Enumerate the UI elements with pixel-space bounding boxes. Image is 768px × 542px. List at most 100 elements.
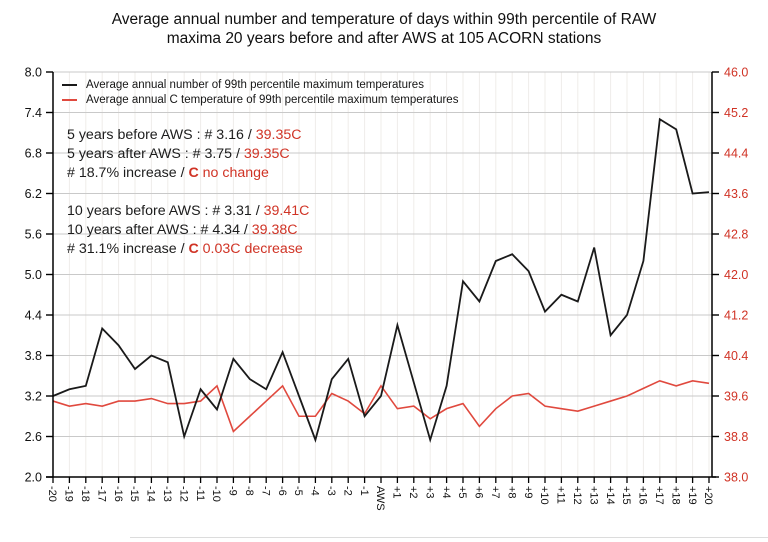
annotation-line: 5 years before AWS : # 3.16 / 39.35C	[67, 126, 302, 145]
stats-5yr-block: 5 years before AWS : # 3.16 / 39.35C 5 ye…	[67, 126, 302, 184]
series-line-temperature	[52, 379, 710, 433]
x-axis-label: +1	[391, 486, 403, 499]
x-axis-label: AWS	[374, 486, 386, 511]
annotation-text: 5 years after AWS : # 3.75 /	[67, 146, 244, 163]
x-axis-label: -9	[227, 486, 239, 496]
left-axis-label: 6.2	[25, 187, 42, 201]
annotation-text: # 31.1% increase /	[67, 241, 189, 258]
x-axis-label: -17	[95, 486, 107, 502]
left-axis-label: 2.6	[25, 430, 42, 444]
x-axis-label: -4	[309, 486, 321, 496]
x-axis-label: -14	[145, 486, 157, 502]
annotation-text-red: 0.03C decrease	[198, 241, 303, 258]
x-axis-label: +5	[456, 486, 468, 499]
x-axis-label: -16	[112, 486, 124, 502]
annotation-text-red: 39.35C	[255, 127, 302, 143]
annotation-text: 5 years before AWS : # 3.16 /	[67, 127, 256, 143]
x-axis-label: +11	[555, 486, 567, 504]
x-axis-label: +12	[571, 486, 583, 505]
x-axis-label: +19	[686, 486, 698, 505]
legend-item: Average annual C temperature of 99th per…	[62, 92, 458, 107]
x-axis-label: +3	[423, 486, 435, 499]
x-axis-label: +6	[473, 486, 485, 499]
annotation-line: # 18.7% increase / C no change	[67, 164, 302, 183]
x-axis-label: -19	[63, 486, 75, 502]
annotation-line: # 31.1% increase / C 0.03C decrease	[67, 240, 309, 259]
chart-title-line1: Average annual number and temperature of…	[111, 11, 657, 28]
legend-item: Average annual number of 99th percentile…	[62, 77, 458, 92]
left-axis-label: 5.6	[25, 228, 42, 242]
left-axis-label: 6.8	[25, 147, 42, 161]
annotation-line: 5 years after AWS : # 3.75 / 39.35C	[67, 145, 302, 164]
x-axis-label: -3	[325, 486, 337, 496]
x-axis-label: +10	[538, 486, 550, 505]
right-axis-label: 44.4	[724, 147, 748, 161]
right-axis-label: 43.6	[724, 187, 748, 201]
annotation-text: 10 years after AWS : # 4.34 /	[67, 222, 252, 239]
annotation-text-red: 39.38C	[251, 222, 298, 239]
right-axis-label: 40.4	[724, 349, 748, 363]
right-axis-label: 46.0	[724, 66, 748, 80]
x-axis-label: +2	[407, 486, 419, 499]
left-axis-label: 2.0	[25, 471, 42, 485]
x-axis-label: +17	[653, 486, 665, 505]
x-axis-label: -12	[177, 486, 189, 502]
x-axis-label: -11	[194, 486, 206, 501]
legend-line-swatch	[62, 83, 77, 86]
annotation-text-red: 39.35C	[243, 146, 290, 163]
left-axis-label: 5.0	[25, 268, 42, 282]
x-axis-label: -5	[292, 486, 304, 496]
chart-title: Average annual number and temperature of…	[0, 10, 768, 48]
right-axis-label: 41.2	[724, 309, 748, 323]
x-axis-label: -6	[276, 486, 288, 496]
stats-10yr-block: 10 years before AWS : # 3.31 / 39.41C 10 …	[67, 202, 309, 260]
annotation-text-red: 39.41C	[263, 203, 310, 219]
x-axis-label: +7	[489, 486, 501, 499]
right-axis-label: 38.0	[724, 471, 748, 485]
x-axis-label: +20	[702, 486, 714, 505]
legend-label: Average annual C temperature of 99th per…	[86, 93, 459, 106]
legend-line-swatch	[62, 98, 77, 101]
x-axis-label: -1	[358, 486, 370, 496]
annotation-text-red: no change	[198, 165, 269, 182]
annotation-line: 10 years after AWS : # 4.34 / 39.38C	[67, 221, 309, 240]
x-axis-label: +9	[522, 486, 534, 499]
x-axis-label: -10	[210, 486, 222, 502]
annotation-text: # 18.7% increase /	[67, 165, 189, 182]
x-axis-label: -20	[46, 486, 58, 502]
right-axis-label: 38.8	[724, 430, 748, 444]
x-axis-label: -18	[79, 486, 91, 502]
left-axis-label: 7.4	[25, 106, 42, 120]
left-axis-label: 3.2	[25, 390, 42, 404]
legend: Average annual number of 99th percentile…	[62, 77, 458, 107]
x-axis-label: -15	[128, 486, 140, 502]
annotation-text-red: C	[188, 165, 199, 182]
right-axis-label: 39.6	[724, 390, 748, 404]
x-axis-label: +15	[620, 486, 632, 505]
x-axis-label: +16	[637, 486, 649, 505]
right-axis-label: 42.8	[724, 228, 748, 242]
page-divider	[130, 537, 768, 538]
x-axis-label: -7	[259, 486, 271, 496]
legend-label: Average annual number of 99th percentile…	[86, 78, 424, 91]
x-axis-label: +13	[587, 486, 599, 505]
x-axis-label: -8	[243, 486, 255, 496]
x-axis-label: -2	[341, 486, 353, 496]
series-line-number	[52, 117, 710, 444]
left-axis-label: 4.4	[25, 309, 42, 323]
annotation-text-red: C	[188, 241, 199, 258]
x-axis-label: +14	[604, 486, 616, 505]
x-axis-label: +18	[669, 486, 681, 505]
x-axis-label: +4	[440, 486, 452, 499]
right-axis-label: 45.2	[724, 106, 748, 120]
x-axis-label: -13	[161, 486, 173, 502]
left-axis-label: 3.8	[25, 349, 42, 363]
chart-title-line2: maxima 20 years before and after AWS at …	[166, 30, 602, 47]
annotation-text: 10 years before AWS : # 3.31 /	[67, 203, 264, 219]
left-axis-label: 8.0	[25, 66, 42, 80]
annotation-line: 10 years before AWS : # 3.31 / 39.41C	[67, 202, 309, 221]
right-axis-label: 42.0	[724, 268, 748, 282]
x-axis-label: +8	[505, 486, 517, 499]
